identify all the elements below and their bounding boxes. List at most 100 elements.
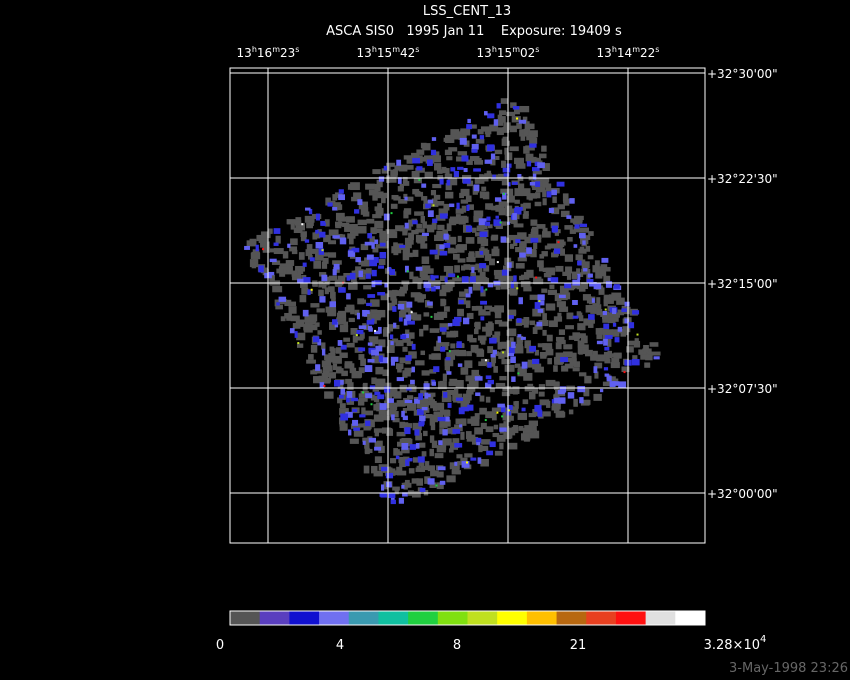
- pixel: [324, 391, 334, 399]
- pixel: [505, 111, 516, 117]
- pixel: [452, 253, 460, 260]
- pixel: [596, 333, 603, 340]
- pixel: [383, 165, 388, 171]
- pixel: [562, 193, 569, 202]
- pixel: [358, 260, 368, 265]
- pixel: [479, 250, 484, 255]
- pixel: [295, 319, 305, 327]
- pixel: [549, 284, 555, 290]
- pixel: [496, 127, 504, 136]
- pixel: [457, 308, 464, 317]
- pixel: [465, 431, 472, 439]
- pixel: [408, 232, 415, 241]
- pixel: [603, 338, 608, 346]
- pixel: [403, 155, 413, 160]
- pixel: [491, 205, 497, 211]
- pixel: [412, 276, 419, 284]
- colorbar-swatch: [378, 611, 409, 625]
- pixel: [463, 317, 470, 325]
- pixel: [491, 407, 502, 412]
- pixel: [499, 442, 504, 450]
- pixel: [479, 263, 487, 269]
- pixel: [433, 412, 444, 419]
- pixel: [456, 454, 463, 459]
- pixel: [447, 402, 452, 408]
- pixel: [603, 295, 613, 303]
- pixel: [418, 178, 421, 181]
- colorbar-label-part: 3.28×10: [704, 638, 760, 653]
- pixel: [378, 258, 386, 266]
- pixel: [465, 195, 472, 202]
- pixel: [463, 397, 471, 404]
- pixel: [337, 397, 343, 404]
- pixel: [471, 436, 479, 445]
- pixel: [474, 427, 483, 435]
- pixel: [406, 270, 409, 273]
- pixel: [362, 437, 372, 442]
- pixel: [431, 137, 437, 141]
- pixel: [533, 276, 542, 285]
- pixel: [475, 437, 482, 443]
- pixel: [585, 245, 591, 252]
- pixel: [294, 331, 298, 338]
- ra-label-part: 02: [520, 46, 535, 60]
- pixel: [443, 203, 450, 211]
- pixel: [476, 225, 485, 232]
- pixel: [535, 184, 546, 193]
- pixel: [612, 381, 620, 386]
- pixel: [304, 239, 310, 243]
- pixel: [572, 315, 579, 319]
- pixel: [406, 158, 413, 164]
- pixel: [415, 432, 423, 441]
- pixel: [371, 377, 377, 385]
- pixel: [337, 340, 343, 346]
- pixel: [401, 443, 409, 450]
- pixel: [485, 412, 495, 419]
- pixel: [445, 366, 450, 373]
- pixel: [272, 286, 283, 293]
- pixel: [526, 161, 532, 167]
- pixel: [394, 488, 399, 495]
- pixel: [356, 329, 364, 335]
- pixel: [573, 215, 584, 221]
- pixel: [538, 391, 545, 397]
- pixel: [392, 486, 400, 491]
- pixel: [387, 290, 396, 298]
- pixel: [300, 235, 307, 242]
- pixel: [557, 241, 560, 244]
- pixel: [309, 324, 318, 331]
- pixel: [559, 248, 566, 256]
- pixel: [515, 213, 520, 220]
- pixel: [579, 397, 584, 404]
- pixel: [390, 470, 401, 476]
- pixel: [327, 202, 333, 207]
- pixel: [372, 169, 381, 175]
- pixel: [404, 399, 413, 404]
- pixel: [354, 209, 360, 214]
- pixel: [499, 423, 506, 428]
- pixel: [406, 423, 413, 429]
- colorbar-swatch: [437, 611, 468, 625]
- pixel: [301, 287, 309, 295]
- pixel: [578, 348, 583, 355]
- pixel: [489, 387, 495, 393]
- ra-label: 13h15m02s: [477, 45, 540, 60]
- pixel: [594, 260, 600, 268]
- pixel: [520, 281, 531, 288]
- pixel: [558, 329, 566, 335]
- pixel: [604, 335, 613, 339]
- pixel: [541, 145, 547, 152]
- colorbar-frame: [229, 610, 706, 626]
- pixel: [532, 170, 542, 175]
- pixel: [606, 375, 612, 382]
- pixel: [638, 349, 647, 355]
- pixel: [538, 300, 541, 303]
- pixel: [640, 353, 649, 360]
- pixel: [368, 189, 379, 196]
- pixel: [309, 257, 315, 262]
- pixel: [579, 348, 588, 354]
- pixel: [273, 242, 279, 246]
- pixel: [323, 234, 331, 243]
- pixel: [560, 357, 569, 363]
- pixel: [493, 119, 499, 126]
